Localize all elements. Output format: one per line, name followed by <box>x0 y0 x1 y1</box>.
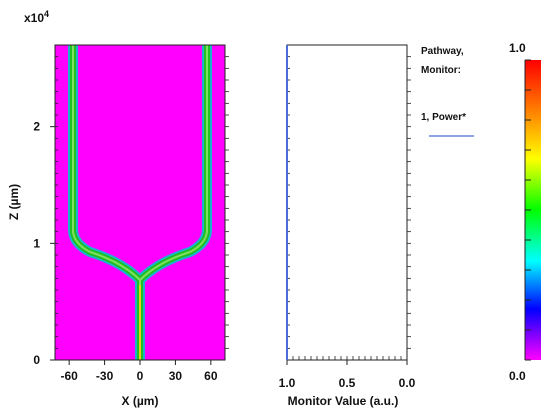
colorbar-gradient <box>525 60 541 360</box>
colorbar: 1.0 0.0 <box>509 41 541 383</box>
monitor-plot: 1.0 0.5 0.0 Monitor Value (a.u.) <box>279 44 416 408</box>
field-x-tick-label: 30 <box>169 369 183 383</box>
legend-title-line-2: Monitor: <box>421 65 461 76</box>
field-plot: -60 -30 0 30 60 0 1 2 x104 X (µm) Z (µm) <box>7 9 229 408</box>
field-y-axis: 0 1 2 <box>33 120 55 367</box>
monitor-x-axis: 1.0 0.5 0.0 <box>279 360 416 390</box>
legend-title-line-1: Pathway, <box>421 46 464 57</box>
waveguide-center <box>72 45 208 360</box>
monitor-x-tick-label: 0.0 <box>399 376 416 390</box>
field-y-axis-title: Z (µm) <box>7 184 21 220</box>
waveguide-field <box>68 45 212 360</box>
monitor-legend: Pathway, Monitor: 1, Power* <box>421 46 474 137</box>
colorbar-min-label: 0.0 <box>509 369 526 383</box>
y-exponent-label: x104 <box>24 9 49 25</box>
field-x-tick-label: 0 <box>137 369 144 383</box>
field-x-tick-label: -60 <box>60 369 78 383</box>
field-x-tick-label: 60 <box>204 369 218 383</box>
field-x-axis-title: X (µm) <box>122 394 159 408</box>
field-x-axis: -60 -30 0 30 60 <box>60 360 218 383</box>
field-y-tick-label: 0 <box>33 353 40 367</box>
field-y-tick-label: 2 <box>33 120 40 134</box>
y-exponent-power: 4 <box>44 9 49 19</box>
field-minor-ticks <box>55 56 229 349</box>
field-y-tick-label: 1 <box>33 236 40 250</box>
monitor-x-axis-title: Monitor Value (a.u.) <box>288 394 399 408</box>
monitor-x-tick-label: 0.5 <box>339 376 356 390</box>
legend-entry-label: 1, Power* <box>421 112 466 123</box>
monitor-x-tick-label: 1.0 <box>279 376 296 390</box>
colorbar-ticks <box>525 59 531 361</box>
colorbar-max-label: 1.0 <box>509 41 526 55</box>
monitor-frame <box>286 44 408 361</box>
field-x-tick-label: -30 <box>96 369 114 383</box>
